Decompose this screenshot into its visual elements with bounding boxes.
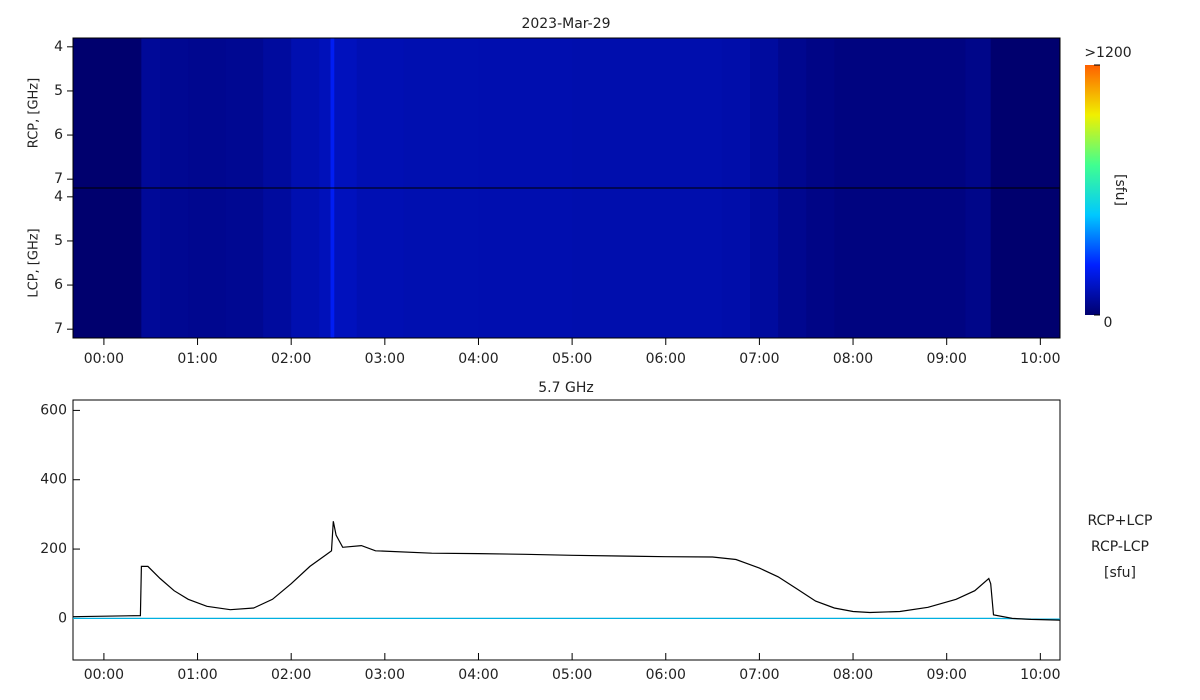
y-tick-label: 400 [40, 472, 67, 488]
x-tick-label: 04:00 [458, 667, 498, 683]
colorbar-label: >1200 [1084, 45, 1131, 61]
heat-cell [334, 188, 358, 338]
x-tick-label: 09:00 [927, 351, 967, 367]
heat-cell [721, 38, 751, 188]
heat-cell [330, 38, 335, 188]
legend-unit: [sfu] [1104, 565, 1136, 581]
heat-cell [990, 38, 1061, 188]
legend-label: RCP+LCP [1088, 513, 1153, 529]
y-tick-label: 200 [40, 541, 67, 557]
heat-cell [750, 188, 779, 338]
heat-cell [721, 188, 751, 338]
colorbar-label: 0 [1104, 315, 1113, 331]
y-tick-label: 4 [54, 189, 63, 205]
y-tick-label: 5 [54, 233, 63, 249]
y-tick-label: 4 [54, 39, 63, 55]
heat-cell [334, 38, 358, 188]
heat-cell [291, 188, 320, 338]
x-tick-label: 06:00 [646, 351, 686, 367]
heat-cell [73, 188, 142, 338]
heat-cell [319, 38, 332, 188]
heat-cell [778, 38, 807, 188]
heat-cell [990, 188, 1061, 338]
plot-frame [72, 399, 1061, 661]
heat-cell [778, 188, 807, 338]
series-line [73, 617, 1060, 620]
heat-cell [665, 188, 723, 338]
heat-cell [834, 188, 901, 338]
heat-cell [188, 38, 227, 188]
x-tick-label: 00:00 [84, 351, 124, 367]
heat-cell [403, 38, 479, 188]
x-tick-label: 06:00 [646, 667, 686, 683]
heat-cell [572, 188, 667, 338]
colorbar-unit: [sfu] [1112, 174, 1128, 206]
heat-cell [806, 38, 835, 188]
heat-cell [291, 38, 320, 188]
x-tick-label: 08:00 [833, 667, 873, 683]
x-tick-label: 09:00 [927, 667, 967, 683]
colorbar [1085, 65, 1100, 315]
y-tick-label: 600 [40, 402, 67, 418]
y-tick-label: 6 [54, 277, 63, 293]
x-tick-label: 10:00 [1020, 667, 1060, 683]
x-tick-label: 02:00 [271, 351, 311, 367]
heat-cell [319, 188, 332, 338]
x-tick-label: 10:00 [1020, 351, 1060, 367]
heat-cell [263, 188, 292, 338]
heat-cell [188, 188, 227, 338]
heat-cell [225, 188, 264, 338]
heat-cell [160, 188, 189, 338]
heat-cell [403, 188, 479, 338]
x-tick-label: 05:00 [552, 351, 592, 367]
x-tick-label: 03:00 [365, 351, 405, 367]
legend-label: RCP-LCP [1091, 539, 1149, 555]
x-tick-label: 02:00 [271, 667, 311, 683]
x-tick-label: 05:00 [552, 667, 592, 683]
heat-cell [665, 38, 723, 188]
x-tick-label: 07:00 [739, 351, 779, 367]
y-tick-label: 7 [54, 321, 63, 337]
chart-title: 5.7 GHz [538, 380, 593, 396]
panel-frame [72, 187, 1061, 339]
heat-cell [141, 188, 161, 338]
heat-cell [806, 188, 835, 338]
heat-cell [899, 188, 966, 338]
x-tick-label: 01:00 [177, 667, 217, 683]
chart-title: 2023-Mar-29 [521, 16, 610, 32]
x-tick-label: 08:00 [833, 351, 873, 367]
heat-cell [965, 38, 992, 188]
heat-cell [834, 38, 901, 188]
heat-cell [750, 38, 779, 188]
x-tick-label: 07:00 [739, 667, 779, 683]
heat-cell [160, 38, 189, 188]
x-tick-label: 03:00 [365, 667, 405, 683]
heat-cell [263, 38, 292, 188]
y-tick-label: 6 [54, 127, 63, 143]
y-tick-label: 0 [58, 610, 67, 626]
series-line [72, 521, 1061, 621]
y-axis-label: RCP, [GHz] [27, 78, 42, 148]
x-tick-label: 01:00 [177, 351, 217, 367]
y-tick-label: 7 [54, 171, 63, 187]
heat-cell [356, 188, 405, 338]
heat-cell [330, 188, 335, 338]
heat-cell [572, 38, 667, 188]
heat-cell [141, 38, 161, 188]
heat-cell [965, 188, 992, 338]
y-axis-label: LCP, [GHz] [27, 228, 42, 297]
heat-cell [478, 38, 573, 188]
x-tick-label: 00:00 [84, 667, 124, 683]
heat-cell [899, 38, 966, 188]
heat-cell [73, 38, 142, 188]
y-tick-label: 5 [54, 83, 63, 99]
heat-cell [478, 188, 573, 338]
heat-cell [356, 38, 405, 188]
x-tick-label: 04:00 [458, 351, 498, 367]
heat-cell [225, 38, 264, 188]
